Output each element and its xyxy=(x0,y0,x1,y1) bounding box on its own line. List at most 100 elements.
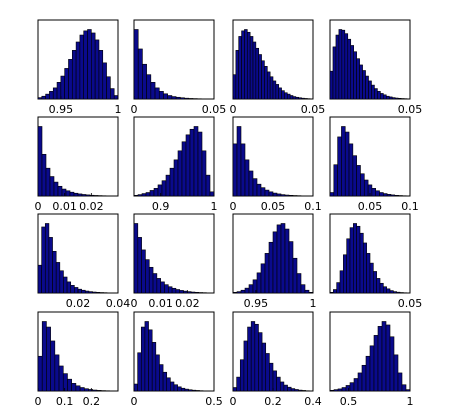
histogram-bar xyxy=(190,291,196,294)
histogram-bar xyxy=(71,50,77,100)
histogram-bar xyxy=(79,387,85,392)
histogram-bar xyxy=(145,259,150,294)
histogram-bar xyxy=(148,329,153,392)
histogram-bar xyxy=(37,264,42,294)
histogram-bar xyxy=(296,273,302,294)
histogram-bar xyxy=(383,193,388,197)
histogram-bar xyxy=(94,39,100,100)
histogram-bar xyxy=(383,94,387,100)
histogram-bar xyxy=(191,389,197,392)
histogram-bar xyxy=(397,98,402,100)
histogram-bar xyxy=(391,97,396,100)
histogram-bar xyxy=(77,193,83,197)
x-tick-label: 0 xyxy=(230,200,237,213)
histogram-bar xyxy=(171,287,177,294)
histogram-bar xyxy=(41,153,47,197)
histogram-bar xyxy=(173,159,179,197)
histogram-bar xyxy=(287,386,292,392)
histogram-bar xyxy=(373,335,379,392)
histogram-bar xyxy=(393,291,397,294)
histogram-panel-7: 0 0.05 0.1 xyxy=(230,116,322,213)
histogram-bar xyxy=(260,263,266,294)
histogram-bar xyxy=(241,30,245,100)
histogram-bar xyxy=(146,74,152,100)
x-tick-label: 0.1 xyxy=(304,200,322,213)
histogram-bar xyxy=(240,289,246,294)
histogram-bar xyxy=(258,54,262,100)
histogram-bar xyxy=(158,91,164,100)
histogram-bar xyxy=(276,224,282,294)
histogram-bar xyxy=(246,31,251,100)
histogram-bar xyxy=(281,90,285,100)
histogram-bar xyxy=(62,373,68,392)
histogram-bar xyxy=(371,84,375,100)
histogram-bar xyxy=(173,384,178,392)
histogram-bar xyxy=(142,63,147,100)
histogram-panel-12: 0.05 xyxy=(329,213,422,310)
histogram-bar xyxy=(394,195,399,197)
histogram-bar xyxy=(393,354,399,392)
x-tick-label: 0.05 xyxy=(301,103,326,116)
x-tick-label: 0 xyxy=(230,103,237,116)
x-tick-label: 0.02 xyxy=(175,297,200,310)
histogram-bar xyxy=(184,388,189,392)
histogram-bar xyxy=(140,326,146,392)
x-tick-label: 0 xyxy=(35,395,42,408)
histogram-panel-4: 0.05 xyxy=(329,19,422,116)
histogram-bar xyxy=(49,91,54,100)
histogram-bar xyxy=(333,289,337,294)
histogram-bar xyxy=(84,290,90,294)
histogram-bar xyxy=(50,340,56,392)
histogram-bar xyxy=(69,191,75,197)
histogram-bar xyxy=(298,389,303,392)
histogram-bar xyxy=(341,29,346,100)
histogram-bar xyxy=(91,32,96,100)
histogram-bar xyxy=(37,126,43,197)
histogram-bar xyxy=(84,388,89,392)
histogram-bar xyxy=(74,287,79,294)
histogram-bar xyxy=(366,253,371,294)
histogram-bar xyxy=(88,291,93,294)
histogram-bar xyxy=(255,47,260,100)
histogram-bar xyxy=(71,383,77,392)
histogram-bar xyxy=(368,80,372,100)
histogram-bar xyxy=(347,38,352,100)
x-tick-label: 1 xyxy=(310,297,317,310)
histogram-bar xyxy=(275,84,280,100)
histogram-bar xyxy=(92,389,98,392)
histogram-bar xyxy=(177,386,182,392)
histogram-bar xyxy=(54,354,60,392)
histogram-bar xyxy=(359,64,363,100)
histogram-bar xyxy=(337,136,342,197)
histogram-bar xyxy=(177,150,183,197)
histogram-bar xyxy=(113,95,119,100)
histogram-bar xyxy=(333,389,339,392)
histogram-bar xyxy=(137,48,143,100)
histogram-bar xyxy=(374,88,378,100)
histogram-bar xyxy=(280,194,286,197)
histogram-bar xyxy=(249,36,254,100)
histogram-bar xyxy=(41,226,46,294)
x-tick-label: 0.95 xyxy=(244,297,269,310)
histogram-bar xyxy=(96,390,102,392)
histogram-bar xyxy=(209,191,215,197)
histogram-bar xyxy=(261,60,265,100)
histogram-bar xyxy=(301,97,305,100)
histogram-bar xyxy=(180,387,186,392)
histogram-bar xyxy=(58,365,64,392)
histogram-bar xyxy=(388,96,393,100)
histogram-bar xyxy=(300,284,306,294)
histogram-bar xyxy=(183,290,188,294)
histogram-bar xyxy=(345,385,351,392)
histogram-bar xyxy=(181,141,187,197)
histogram-bar xyxy=(352,155,357,197)
histogram-bar xyxy=(341,126,346,197)
x-tick-label: 0 xyxy=(131,395,138,408)
histogram-panel-11: 0.95 1 xyxy=(232,213,317,310)
histogram-bar xyxy=(184,97,190,100)
histogram-bar xyxy=(294,389,299,392)
histogram-bar xyxy=(37,355,43,392)
histogram-bar xyxy=(156,278,161,294)
histogram-bar xyxy=(272,370,277,392)
histogram-bar xyxy=(52,250,57,294)
